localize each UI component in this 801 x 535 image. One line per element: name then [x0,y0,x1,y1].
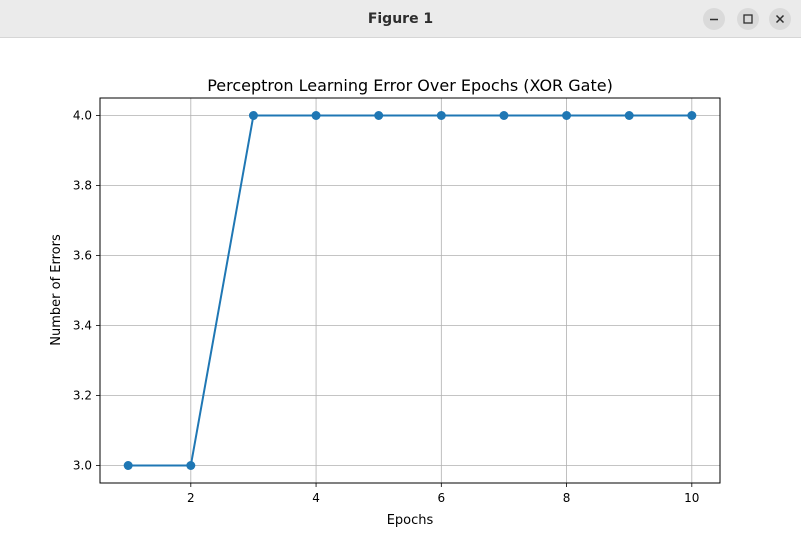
data-point [687,111,697,120]
maximize-button[interactable] [737,8,759,30]
chart-title: Perceptron Learning Error Over Epochs (X… [207,76,613,95]
axis-ticks: 2 4 6 8 10 3.0 3.2 3.4 3.6 3.8 4.0 [73,109,700,506]
close-icon [775,14,785,24]
series-line [128,114,692,467]
data-point [624,111,634,120]
x-axis-label: Epochs [387,513,434,528]
y-tick-label: 3.6 [73,249,92,263]
window-title: Figure 1 [367,11,434,27]
plot-frame [99,97,721,484]
line-chart: Perceptron Learning Error Over Epochs (X… [49,76,721,528]
data-point [562,111,572,120]
y-tick-label: 3.4 [73,319,92,333]
x-tick-label: 10 [684,491,699,505]
x-tick-label: 6 [437,491,445,505]
maximize-icon [743,14,753,24]
y-tick-label: 3.8 [73,179,92,193]
y-tick-label: 4.0 [73,109,92,123]
minimize-button[interactable] [703,8,725,30]
minimize-icon [710,18,718,21]
window-titlebar: Figure 1 [0,0,801,38]
data-point [123,461,133,470]
grid-lines [100,98,720,483]
data-point [499,111,509,120]
x-tick-label: 2 [187,491,195,505]
data-point [374,111,384,120]
figure-canvas: Perceptron Learning Error Over Epochs (X… [0,38,801,531]
data-point [311,111,321,120]
y-tick-label: 3.0 [73,459,92,473]
y-axis-label: Number of Errors [49,234,64,346]
y-tick-label: 3.2 [73,389,92,403]
data-point [436,111,446,120]
series-group [123,111,697,470]
close-button[interactable] [769,8,791,30]
x-tick-label: 8 [563,491,571,505]
x-tick-label: 4 [312,491,320,505]
data-point [186,461,196,470]
data-point [248,111,258,120]
